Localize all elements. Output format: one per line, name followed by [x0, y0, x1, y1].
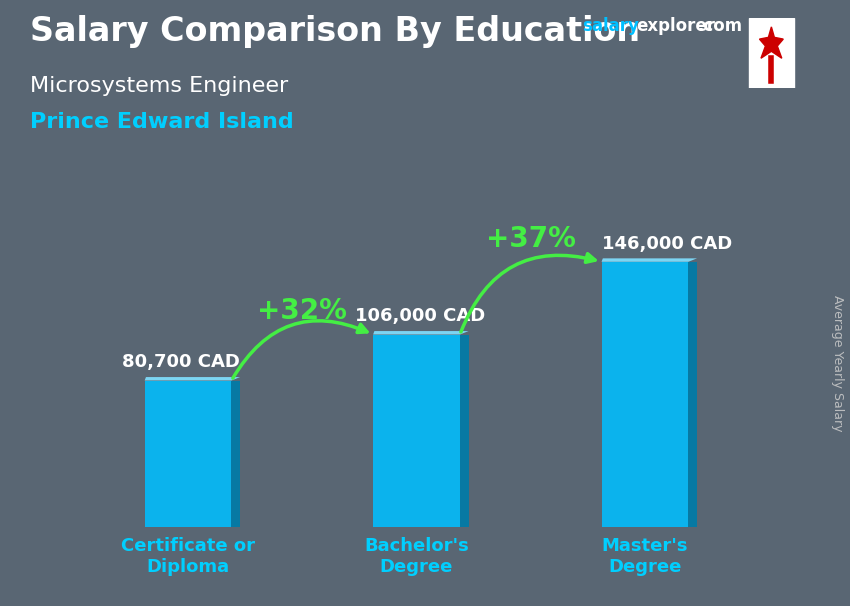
Polygon shape — [144, 377, 241, 381]
Bar — [749, 18, 794, 88]
Text: .com: .com — [697, 17, 742, 35]
Polygon shape — [602, 258, 697, 262]
Bar — [602, 262, 688, 527]
Bar — [144, 381, 231, 527]
Text: +37%: +37% — [486, 225, 575, 253]
Bar — [688, 262, 697, 527]
Bar — [460, 335, 468, 527]
Polygon shape — [373, 331, 468, 335]
Text: Salary Comparison By Education: Salary Comparison By Education — [30, 15, 640, 48]
Polygon shape — [760, 27, 783, 58]
Text: Average Yearly Salary: Average Yearly Salary — [830, 295, 844, 432]
Bar — [373, 335, 460, 527]
Text: 106,000 CAD: 106,000 CAD — [354, 307, 485, 325]
Text: 80,700 CAD: 80,700 CAD — [122, 353, 240, 371]
Text: +32%: +32% — [258, 298, 347, 325]
Text: Microsystems Engineer: Microsystems Engineer — [30, 76, 288, 96]
Text: salary: salary — [582, 17, 639, 35]
Bar — [231, 381, 241, 527]
Text: Prince Edward Island: Prince Edward Island — [30, 112, 293, 132]
Text: 146,000 CAD: 146,000 CAD — [602, 235, 732, 253]
Text: explorer: explorer — [636, 17, 715, 35]
